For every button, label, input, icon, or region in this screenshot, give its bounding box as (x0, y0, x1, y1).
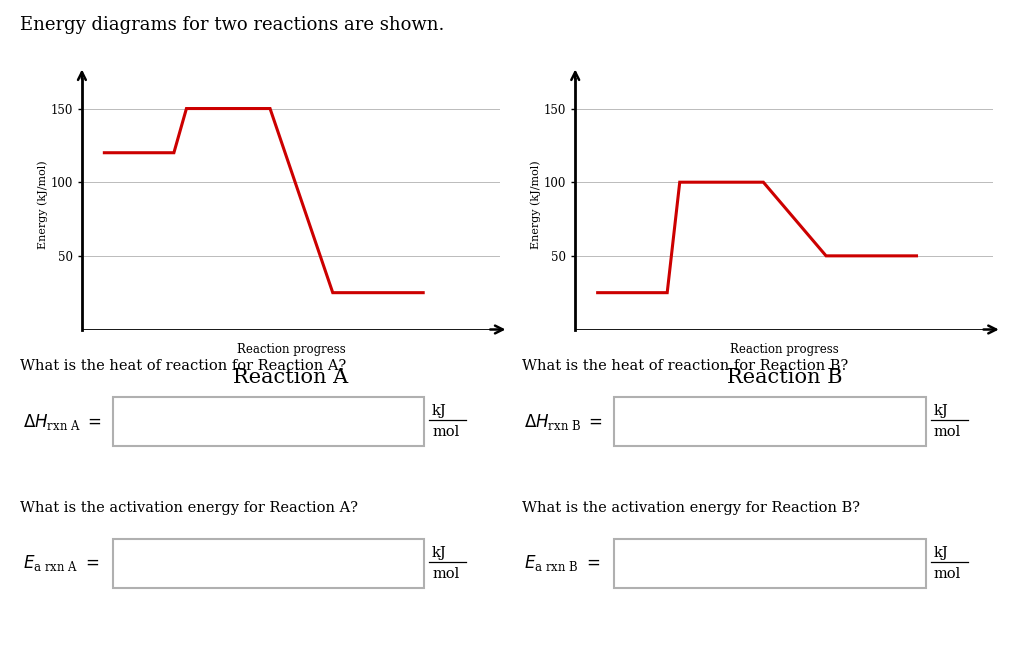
Text: Reaction progress: Reaction progress (730, 343, 839, 357)
Text: Reaction progress: Reaction progress (237, 343, 345, 357)
Text: kJ: kJ (432, 546, 446, 560)
Text: kJ: kJ (432, 404, 446, 418)
Text: mol: mol (432, 425, 460, 440)
Text: $E_{\mathregular{a\ rxn\ A}}$ $=$: $E_{\mathregular{a\ rxn\ A}}$ $=$ (23, 554, 98, 573)
Text: kJ: kJ (934, 546, 948, 560)
Y-axis label: Energy (kJ/mol): Energy (kJ/mol) (37, 160, 48, 248)
Text: Reaction A: Reaction A (233, 368, 348, 387)
Text: What is the heat of reaction for Reaction B?: What is the heat of reaction for Reactio… (522, 359, 849, 373)
Text: $\Delta H_{\mathregular{rxn\ A}}$ $=$: $\Delta H_{\mathregular{rxn\ A}}$ $=$ (23, 412, 101, 432)
Text: Reaction B: Reaction B (726, 368, 842, 387)
Text: $\Delta H_{\mathregular{rxn\ B}}$ $=$: $\Delta H_{\mathregular{rxn\ B}}$ $=$ (524, 412, 603, 432)
Text: mol: mol (934, 425, 962, 440)
Text: What is the heat of reaction for Reaction A?: What is the heat of reaction for Reactio… (20, 359, 347, 373)
Text: Energy diagrams for two reactions are shown.: Energy diagrams for two reactions are sh… (20, 16, 444, 34)
Text: mol: mol (432, 567, 460, 581)
Y-axis label: Energy (kJ/mol): Energy (kJ/mol) (530, 160, 541, 248)
Text: What is the activation energy for Reaction A?: What is the activation energy for Reacti… (20, 501, 358, 515)
Text: What is the activation energy for Reaction B?: What is the activation energy for Reacti… (522, 501, 860, 515)
Text: kJ: kJ (934, 404, 948, 418)
Text: mol: mol (934, 567, 962, 581)
Text: $E_{\mathregular{a\ rxn\ B}}$ $=$: $E_{\mathregular{a\ rxn\ B}}$ $=$ (524, 554, 601, 573)
